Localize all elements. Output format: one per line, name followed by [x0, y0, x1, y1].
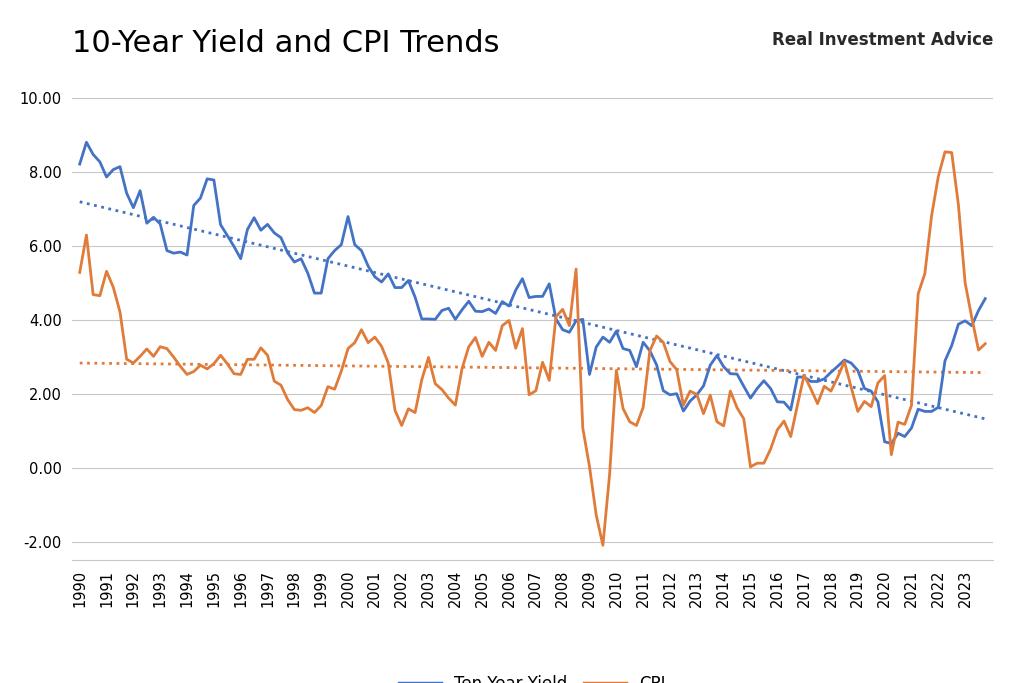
Legend: Ten Year Yield, CPI: Ten Year Yield, CPI	[392, 668, 673, 683]
Text: 10-Year Yield and CPI Trends: 10-Year Yield and CPI Trends	[72, 29, 499, 57]
Text: Real Investment Advice: Real Investment Advice	[772, 31, 993, 48]
